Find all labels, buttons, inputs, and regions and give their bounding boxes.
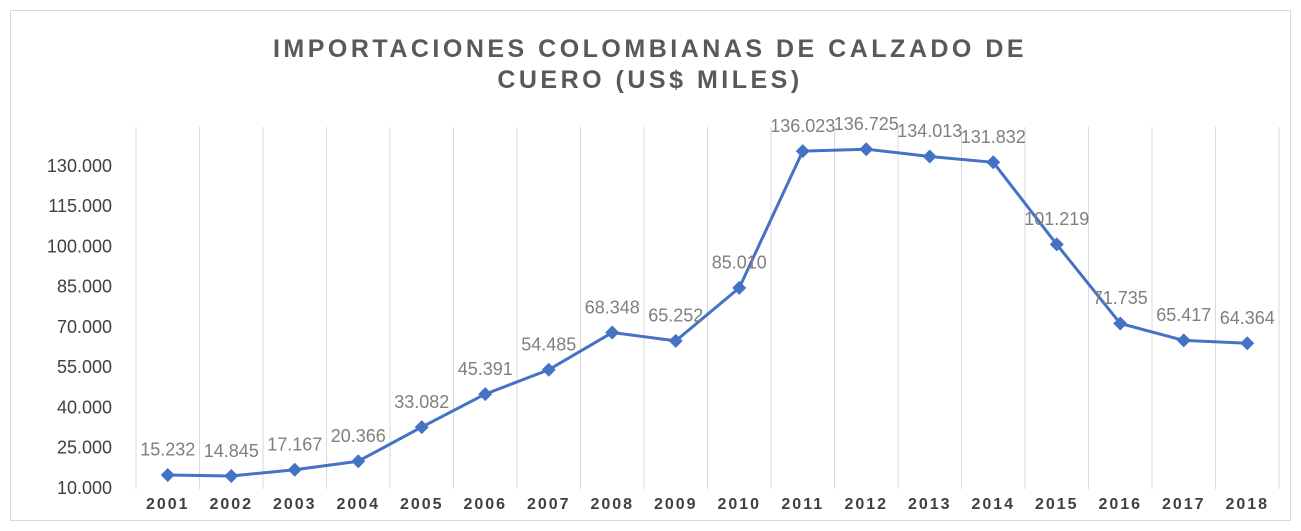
x-tick-label: 2006 <box>463 496 507 513</box>
data-label: 68.348 <box>585 297 640 317</box>
series-line <box>167 147 1248 478</box>
data-label: 33.082 <box>394 392 449 412</box>
data-point <box>351 454 366 469</box>
data-point <box>287 462 302 477</box>
y-tick-label: 130.000 <box>47 156 112 176</box>
x-tick-label: 2015 <box>1035 496 1079 513</box>
x-tick-label: 2012 <box>844 496 888 513</box>
data-label: 131.832 <box>961 127 1026 147</box>
data-label: 136.725 <box>834 114 899 134</box>
data-point <box>541 362 556 377</box>
x-tick-label: 2009 <box>654 496 698 513</box>
data-point <box>224 469 239 484</box>
y-tick-label: 25.000 <box>57 438 112 458</box>
data-label: 20.366 <box>331 426 386 446</box>
data-point <box>859 142 874 157</box>
data-point <box>668 333 683 348</box>
data-label: 85.010 <box>712 253 767 273</box>
data-point <box>1049 237 1064 252</box>
x-tick-label: 2013 <box>908 496 952 513</box>
data-label: 54.485 <box>521 334 576 354</box>
data-label: 14.845 <box>204 441 259 461</box>
x-tick-label: 2010 <box>717 496 761 513</box>
x-tick-label: 2008 <box>590 496 634 513</box>
data-point <box>732 280 747 295</box>
y-tick-label: 70.000 <box>57 317 112 337</box>
x-tick-label: 2005 <box>400 496 444 513</box>
data-label: 134.013 <box>897 121 962 141</box>
data-label: 45.391 <box>458 359 513 379</box>
x-tick-label: 2003 <box>273 496 317 513</box>
y-tick-label: 115.000 <box>48 196 112 216</box>
data-point <box>795 144 810 159</box>
data-point <box>1113 316 1128 331</box>
y-tick-label: 10.000 <box>57 478 112 498</box>
x-tick-label: 2004 <box>336 496 380 513</box>
x-tick-label: 2001 <box>146 496 190 513</box>
data-label: 101.219 <box>1024 209 1089 229</box>
chart-title: IMPORTACIONES COLOMBIANAS DE CALZADO DE … <box>272 35 1028 94</box>
data-point <box>478 387 493 402</box>
data-label: 64.364 <box>1220 308 1275 328</box>
x-tick-label: 2017 <box>1162 496 1206 513</box>
data-point <box>1176 333 1191 348</box>
x-tick-label: 2018 <box>1225 496 1269 513</box>
data-label: 15.232 <box>140 440 195 460</box>
data-point <box>922 149 937 164</box>
data-label: 136.023 <box>770 116 835 136</box>
y-tick-label: 40.000 <box>57 397 112 417</box>
y-tick-label: 100.000 <box>47 236 112 256</box>
data-label: 71.735 <box>1093 288 1148 308</box>
x-tick-label: 2016 <box>1098 496 1142 513</box>
x-tick-label: 2014 <box>971 496 1015 513</box>
data-label: 17.167 <box>267 435 322 455</box>
x-tick-label: 2007 <box>527 496 571 513</box>
data-point <box>605 325 620 340</box>
data-label: 65.417 <box>1156 305 1211 325</box>
x-tick-label: 2011 <box>781 496 824 513</box>
data-point <box>160 467 175 482</box>
y-tick-label: 55.000 <box>57 357 112 377</box>
y-tick-label: 85.000 <box>57 277 112 297</box>
data-label: 65.252 <box>648 306 703 326</box>
chart-border <box>10 10 1291 521</box>
data-point <box>986 155 1001 170</box>
data-point <box>1240 336 1255 351</box>
x-tick-label: 2002 <box>209 496 253 513</box>
data-point <box>414 420 429 435</box>
